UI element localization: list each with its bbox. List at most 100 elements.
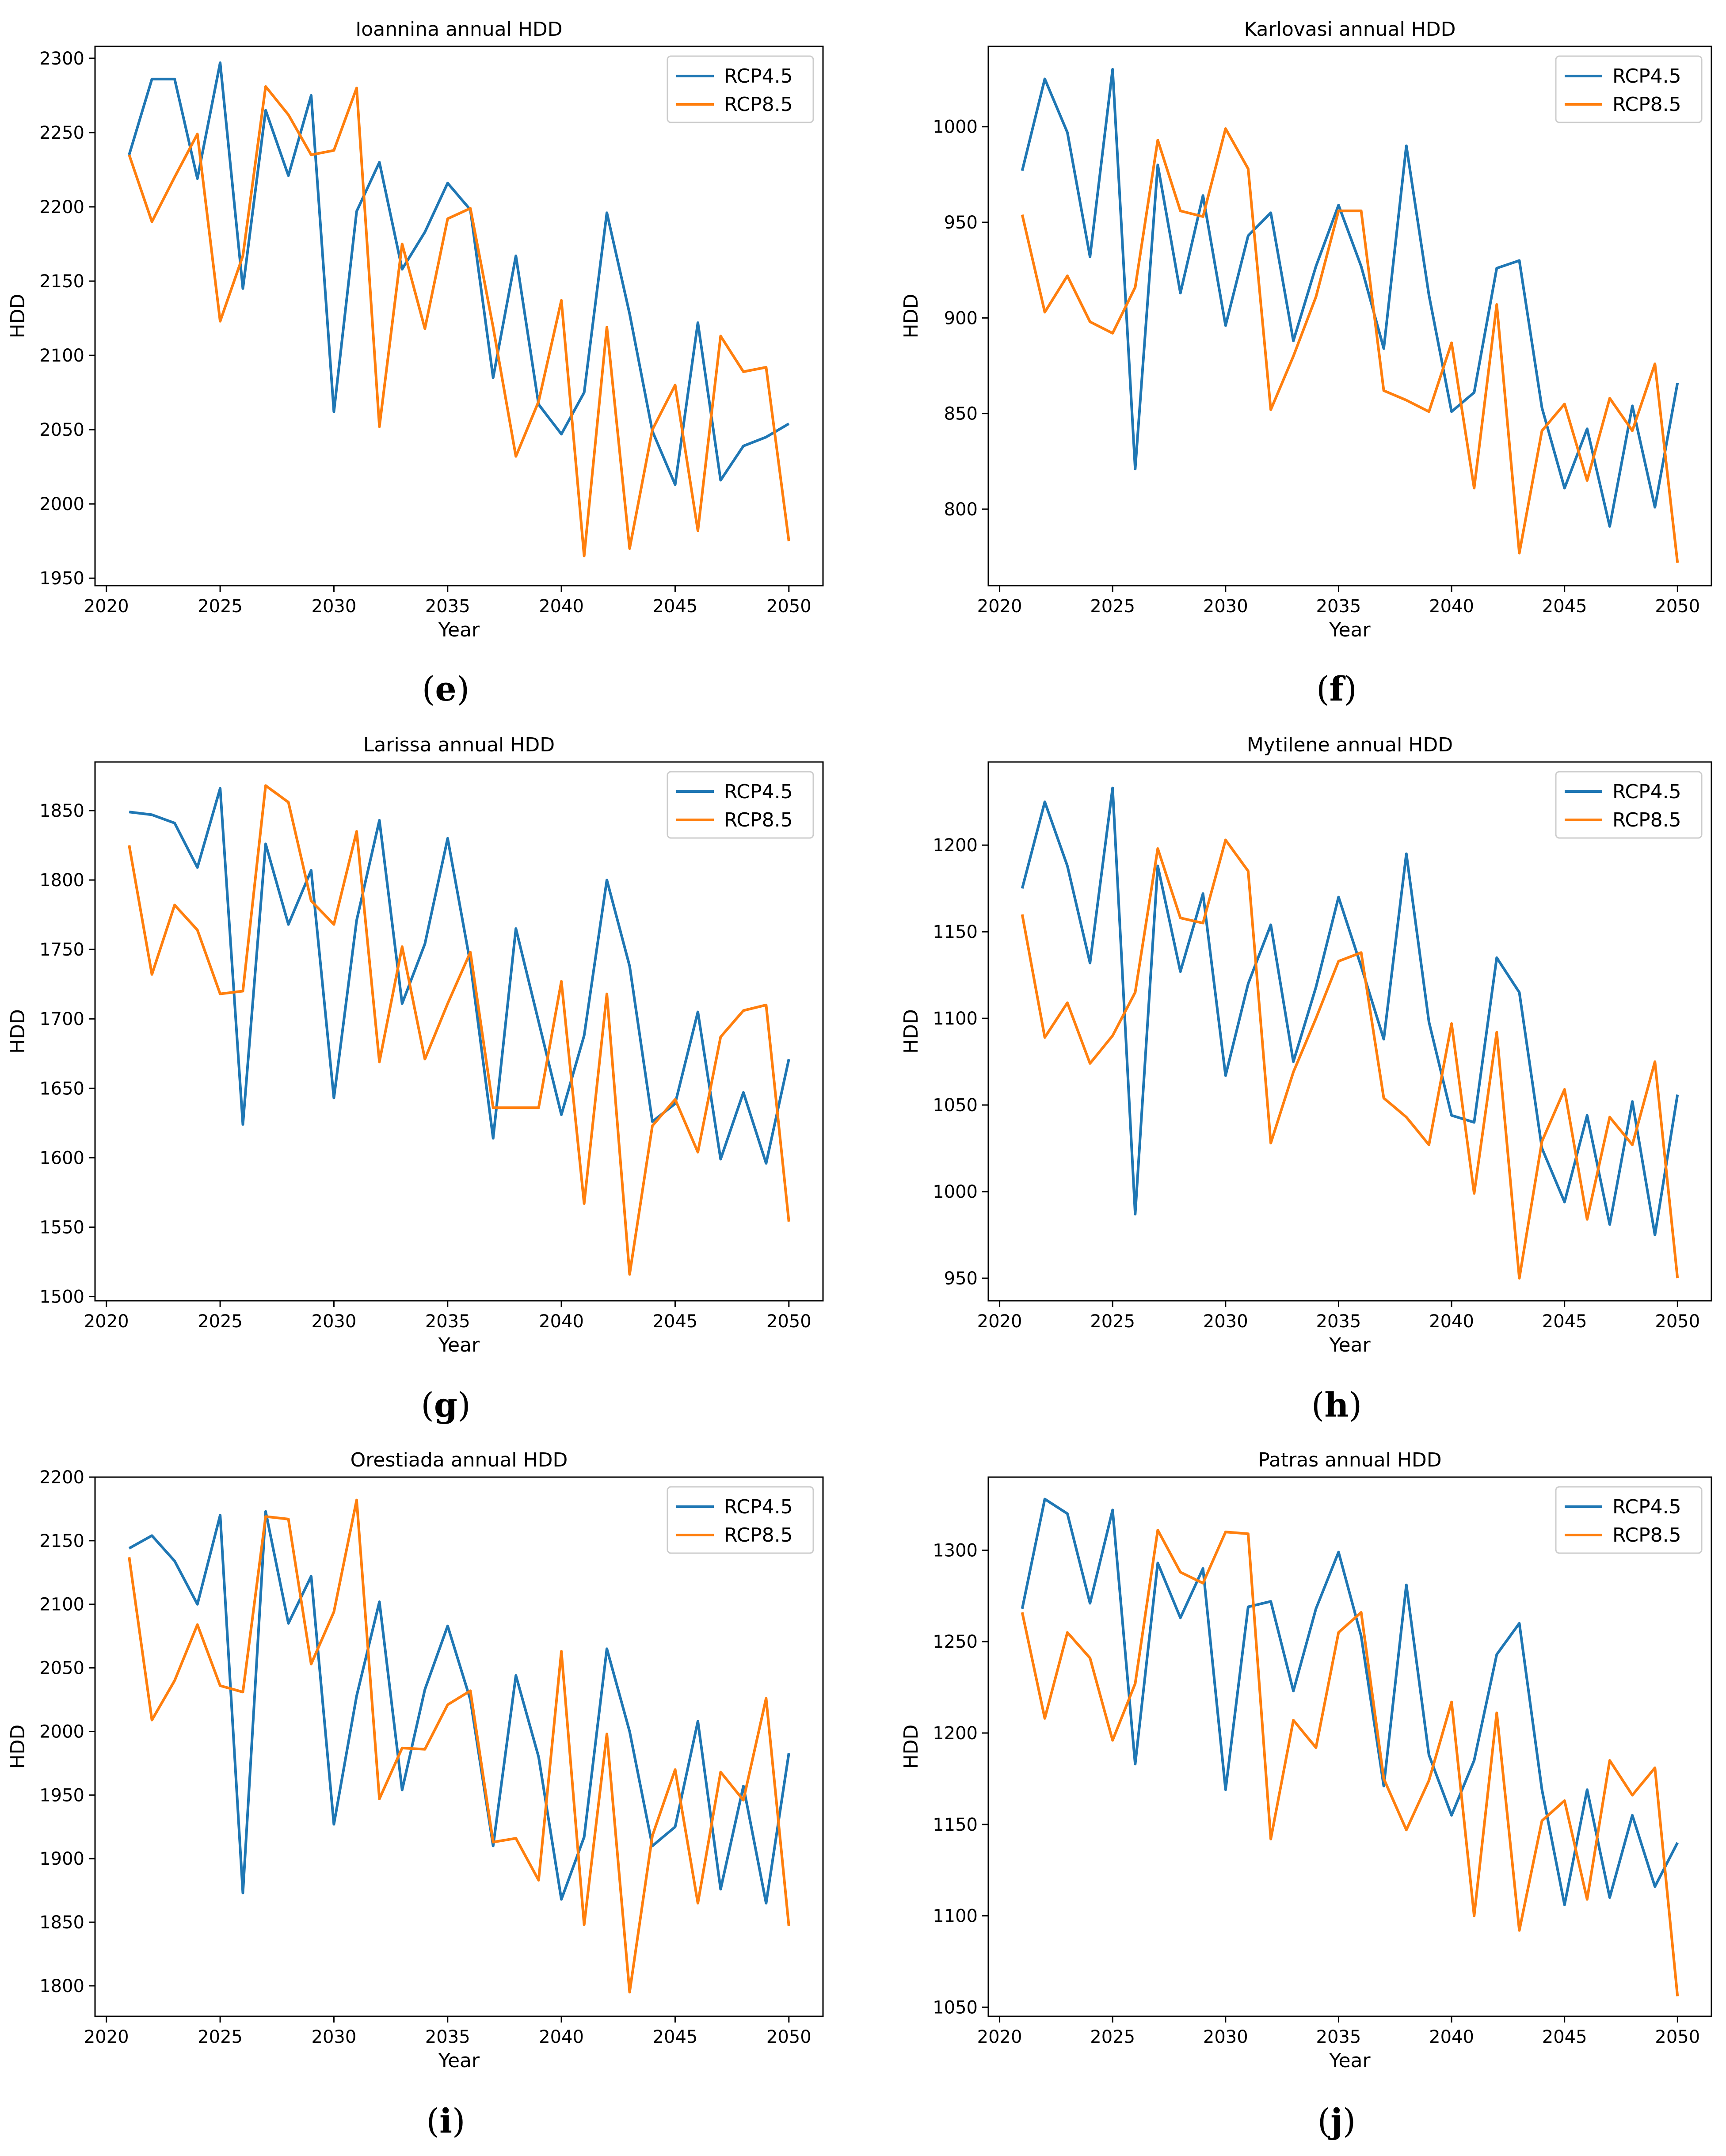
y-tick-label: 1900 (39, 1849, 84, 1869)
plot-frame (94, 761, 824, 1302)
y-tick-label: 950 (944, 1268, 978, 1289)
x-tick-label: 2020 (84, 2027, 129, 2047)
x-tick-label: 2050 (766, 2027, 812, 2047)
legend-box (667, 771, 814, 839)
chart-title: Patras annual HDD (1258, 1449, 1441, 1471)
x-axis-label: Year (438, 2049, 480, 2072)
x-tick-label: 2030 (1203, 2027, 1248, 2047)
x-tick-label: 2020 (84, 596, 129, 617)
x-tick-label: 2045 (1542, 596, 1587, 617)
y-tick-label: 800 (944, 499, 978, 520)
series-line-rcp45 (1021, 786, 1679, 1237)
x-tick-label: 2035 (1316, 2027, 1361, 2047)
chart-panel-i: Orestiada annual HDD 2020 2025 2030 2035 2040… (7, 1449, 824, 2141)
x-tick-label: 2025 (1090, 596, 1135, 617)
x-tick-label: 2025 (1090, 2027, 1135, 2047)
x-tick-label: 2045 (653, 2027, 698, 2047)
legend-entry: RCP8.5 (724, 93, 793, 116)
y-tick-label: 900 (944, 308, 978, 328)
legend: RCP4.5 RCP8.5 (667, 1486, 814, 1554)
panel-letter: f (1330, 669, 1346, 709)
x-tick-label: 2030 (1203, 596, 1248, 617)
panel-caption: (h) (1311, 1385, 1362, 1425)
series-line-rcp85 (128, 784, 790, 1276)
series-line-rcp85 (1021, 838, 1679, 1280)
y-tick-label: 1550 (39, 1217, 84, 1238)
x-axis-label: Year (1329, 2049, 1371, 2072)
y-tick-label: 2200 (39, 1467, 84, 1488)
x-tick-label: 2025 (198, 2027, 243, 2047)
legend-entry: RCP4.5 (724, 781, 793, 803)
x-tick-label: 2035 (1316, 1311, 1361, 1332)
series-line-rcp45 (128, 1510, 790, 1905)
legend: RCP4.5 RCP8.5 (1555, 1486, 1703, 1554)
y-tick-label: 2200 (39, 197, 84, 217)
legend-entry: RCP8.5 (724, 1524, 793, 1547)
legend: RCP4.5 RCP8.5 (667, 55, 814, 123)
series-line-rcp85 (1021, 1528, 1679, 1996)
plot-frame (94, 46, 824, 587)
y-axis-label: HDD (900, 1009, 922, 1054)
y-tick-label: 1150 (933, 1815, 978, 1835)
legend: RCP4.5 RCP8.5 (667, 771, 814, 839)
y-tick-label: 1800 (39, 870, 84, 891)
x-tick-label: 2050 (766, 596, 812, 617)
x-tick-label: 2050 (1655, 596, 1700, 617)
x-tick-label: 2020 (977, 596, 1022, 617)
y-tick-label: 1100 (933, 1009, 978, 1029)
y-tick-label: 1200 (933, 1723, 978, 1744)
y-tick-label: 1950 (39, 568, 84, 589)
y-axis-label: HDD (900, 294, 922, 339)
panel-letter: j (1328, 2101, 1343, 2141)
plot-frame (987, 1476, 1712, 2017)
y-tick-label: 2050 (39, 1658, 84, 1679)
y-axis-label: HDD (7, 294, 29, 339)
x-tick-label: 2030 (1203, 1311, 1248, 1332)
x-tick-label: 2035 (425, 596, 470, 617)
x-tick-label: 2050 (1655, 1311, 1700, 1332)
panel-caption: (f) (1316, 669, 1357, 709)
y-tick-label: 1750 (39, 940, 84, 960)
y-tick-label: 2000 (39, 494, 84, 514)
legend-box (1555, 771, 1703, 839)
y-tick-label: 1050 (933, 1997, 978, 2018)
x-tick-label: 2030 (312, 2027, 357, 2047)
x-tick-label: 2020 (977, 2027, 1022, 2047)
x-tick-label: 2025 (198, 596, 243, 617)
legend-entry: RCP4.5 (724, 65, 793, 88)
chart-title: Larissa annual HDD (363, 734, 555, 756)
y-tick-label: 1150 (933, 922, 978, 942)
x-tick-label: 2045 (1542, 1311, 1587, 1332)
y-tick-label: 1950 (39, 1785, 84, 1806)
y-tick-label: 950 (944, 213, 978, 233)
y-tick-label: 2150 (39, 271, 84, 292)
y-tick-label: 2250 (39, 123, 84, 143)
plot-frame (987, 46, 1712, 587)
y-axis-label: HDD (900, 1725, 922, 1769)
series-line-rcp85 (1021, 127, 1679, 563)
series-line-rcp45 (1021, 1497, 1679, 1906)
legend: RCP4.5 RCP8.5 (1555, 55, 1703, 123)
legend-box (667, 1486, 814, 1554)
y-tick-label: 1000 (933, 117, 978, 137)
y-tick-label: 1050 (933, 1095, 978, 1116)
x-tick-label: 2040 (539, 596, 584, 617)
series-line-rcp85 (128, 1498, 790, 1994)
panel-caption: (g) (421, 1385, 470, 1425)
legend-entry: RCP8.5 (724, 809, 793, 831)
series-line-rcp85 (128, 85, 790, 557)
legend-entry: RCP4.5 (1612, 781, 1681, 803)
plot-frame (94, 1476, 824, 2017)
y-tick-label: 850 (944, 404, 978, 424)
y-tick-label: 1650 (39, 1078, 84, 1099)
series-line-rcp45 (128, 61, 790, 486)
series-line-rcp45 (1021, 68, 1679, 528)
x-tick-label: 2045 (1542, 2027, 1587, 2047)
y-tick-label: 2150 (39, 1531, 84, 1551)
x-tick-label: 2040 (1429, 596, 1474, 617)
chart-title: Karlovasi annual HDD (1244, 18, 1455, 41)
x-axis-label: Year (1329, 1334, 1371, 1356)
x-tick-label: 2020 (84, 1311, 129, 1332)
y-tick-label: 2100 (39, 346, 84, 366)
